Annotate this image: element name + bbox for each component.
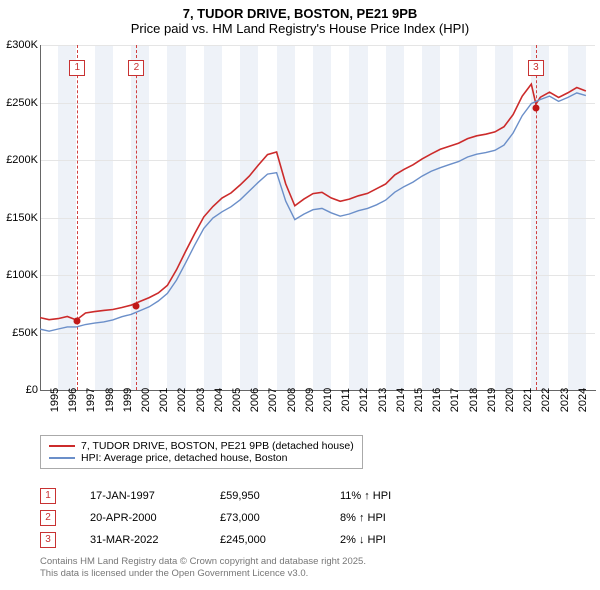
- x-tick-label: 2006: [249, 388, 261, 412]
- x-tick-label: 2018: [468, 388, 480, 412]
- x-tick-label: 2022: [540, 388, 552, 412]
- legend-label: HPI: Average price, detached house, Bost…: [81, 452, 287, 464]
- x-tick-label: 2000: [140, 388, 152, 412]
- sale-marker-box: 2: [128, 60, 144, 76]
- x-tick-label: 2024: [577, 388, 589, 412]
- transaction-marker: 2: [40, 510, 90, 526]
- x-tick-label: 2020: [504, 388, 516, 412]
- x-tick-label: 2004: [213, 388, 225, 412]
- x-tick-label: 1998: [104, 388, 116, 412]
- x-tick-label: 1995: [49, 388, 61, 412]
- transaction-date: 31-MAR-2022: [90, 534, 220, 546]
- x-tick-label: 2014: [395, 388, 407, 412]
- transaction-price: £245,000: [220, 534, 340, 546]
- line-series: [40, 45, 595, 390]
- x-tick-label: 2012: [358, 388, 370, 412]
- x-tick-label: 2008: [286, 388, 298, 412]
- transaction-marker: 1: [40, 488, 90, 504]
- legend-swatch: [49, 445, 75, 447]
- series-line: [40, 93, 586, 331]
- legend-label: 7, TUDOR DRIVE, BOSTON, PE21 9PB (detach…: [81, 440, 354, 452]
- x-tick-label: 1999: [122, 388, 134, 412]
- y-tick-label: £150K: [6, 212, 38, 224]
- x-tick-label: 2013: [377, 388, 389, 412]
- x-tick-label: 2001: [158, 388, 170, 412]
- legend: 7, TUDOR DRIVE, BOSTON, PE21 9PB (detach…: [40, 435, 363, 469]
- legend-swatch: [49, 457, 75, 459]
- chart-container: 7, TUDOR DRIVE, BOSTON, PE21 9PB Price p…: [0, 0, 600, 590]
- y-tick-label: £300K: [6, 39, 38, 51]
- transaction-delta: 8% ↑ HPI: [340, 512, 460, 524]
- x-tick-label: 2003: [195, 388, 207, 412]
- transaction-price: £59,950: [220, 490, 340, 502]
- y-tick-label: £0: [26, 384, 38, 396]
- transaction-table: 117-JAN-1997£59,95011% ↑ HPI220-APR-2000…: [40, 485, 460, 551]
- footer-line2: This data is licensed under the Open Gov…: [40, 568, 366, 580]
- x-tick-label: 2011: [340, 388, 352, 412]
- y-tick-label: £100K: [6, 269, 38, 281]
- transaction-marker: 3: [40, 532, 90, 548]
- sale-marker-box: 3: [528, 60, 544, 76]
- transaction-row: 331-MAR-2022£245,0002% ↓ HPI: [40, 529, 460, 551]
- sale-dot: [133, 303, 140, 310]
- x-tick-label: 2009: [304, 388, 316, 412]
- x-tick-label: 2017: [449, 388, 461, 412]
- legend-item: HPI: Average price, detached house, Bost…: [49, 452, 354, 464]
- y-tick-label: £50K: [12, 327, 38, 339]
- transaction-date: 17-JAN-1997: [90, 490, 220, 502]
- y-tick-label: £250K: [6, 97, 38, 109]
- x-tick-label: 2015: [413, 388, 425, 412]
- x-tick-label: 1996: [67, 388, 79, 412]
- x-tick-label: 2019: [486, 388, 498, 412]
- transaction-row: 220-APR-2000£73,0008% ↑ HPI: [40, 507, 460, 529]
- transaction-row: 117-JAN-1997£59,95011% ↑ HPI: [40, 485, 460, 507]
- x-tick-label: 2005: [231, 388, 243, 412]
- footer-line1: Contains HM Land Registry data © Crown c…: [40, 556, 366, 568]
- transaction-price: £73,000: [220, 512, 340, 524]
- series-line: [40, 84, 586, 320]
- sale-dot: [532, 105, 539, 112]
- subtitle: Price paid vs. HM Land Registry's House …: [0, 21, 600, 36]
- x-tick-label: 2016: [431, 388, 443, 412]
- transaction-delta: 2% ↓ HPI: [340, 534, 460, 546]
- title-block: 7, TUDOR DRIVE, BOSTON, PE21 9PB Price p…: [0, 0, 600, 36]
- transaction-date: 20-APR-2000: [90, 512, 220, 524]
- y-tick-label: £200K: [6, 154, 38, 166]
- legend-item: 7, TUDOR DRIVE, BOSTON, PE21 9PB (detach…: [49, 440, 354, 452]
- x-tick-label: 2023: [559, 388, 571, 412]
- sale-marker-box: 1: [69, 60, 85, 76]
- x-tick-label: 1997: [85, 388, 97, 412]
- address-title: 7, TUDOR DRIVE, BOSTON, PE21 9PB: [0, 6, 600, 21]
- x-tick-label: 2021: [522, 388, 534, 412]
- footer-attribution: Contains HM Land Registry data © Crown c…: [40, 556, 366, 580]
- x-tick-label: 2002: [176, 388, 188, 412]
- x-tick-label: 2007: [267, 388, 279, 412]
- sale-dot: [74, 318, 81, 325]
- x-tick-label: 2010: [322, 388, 334, 412]
- transaction-delta: 11% ↑ HPI: [340, 490, 460, 502]
